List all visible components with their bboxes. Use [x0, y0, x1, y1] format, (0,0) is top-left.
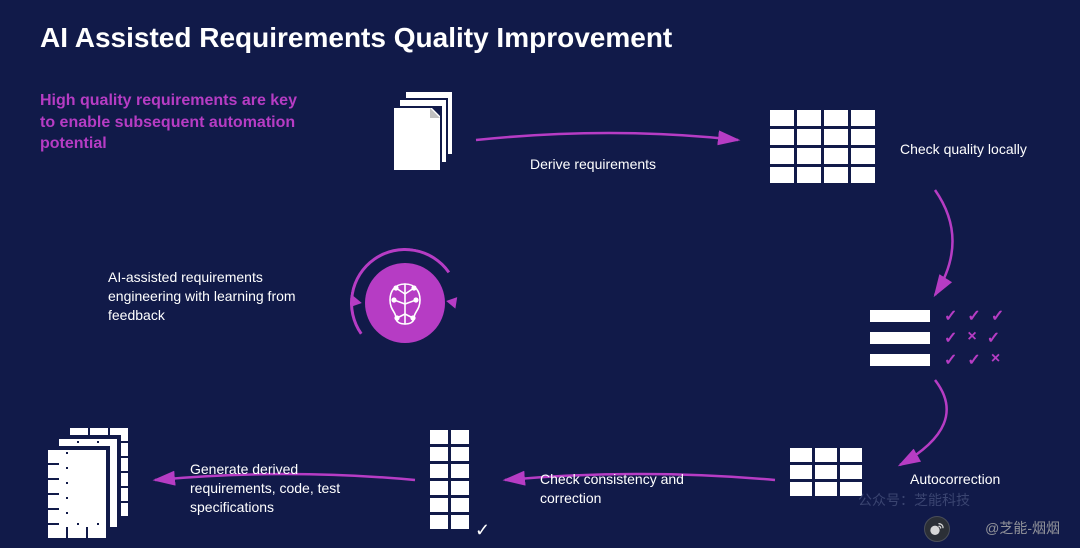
arrow-check-local — [880, 190, 980, 310]
check-row-1: ✓✓✓ — [944, 306, 1004, 326]
weibo-icon — [924, 516, 950, 542]
check-row-3: ✓✓× — [944, 350, 1000, 370]
page-title: AI Assisted Requirements Quality Improve… — [40, 22, 672, 54]
label-center: AI-assisted requirements engineering wit… — [108, 268, 328, 325]
label-autocorrect: Autocorrection — [910, 470, 1000, 489]
label-consistency: Check consistency and correction — [540, 470, 700, 508]
watermark-handle: @芝能-烟烟 — [985, 518, 1060, 538]
label-check-local: Check quality locally — [900, 140, 1027, 159]
documents-grid-icon — [48, 428, 138, 538]
subtitle: High quality requirements are key to ena… — [40, 90, 300, 155]
arrow-autocorrect — [880, 380, 980, 480]
check-icon: ✓ — [475, 520, 490, 541]
table-icon-1 — [770, 110, 878, 183]
bars-icon — [870, 310, 930, 366]
brain-icon — [350, 248, 460, 358]
check-row-2: ✓×✓ — [944, 328, 1000, 348]
label-generate: Generate derived requirements, code, tes… — [190, 460, 370, 517]
label-derive: Derive requirements — [530, 155, 656, 174]
table-icon-2 — [790, 448, 862, 496]
table-icon-3 — [430, 430, 469, 529]
watermark-faint: 公众号：芝能科技 — [858, 490, 970, 510]
documents-icon — [392, 90, 454, 172]
arrow-derive — [476, 128, 746, 158]
